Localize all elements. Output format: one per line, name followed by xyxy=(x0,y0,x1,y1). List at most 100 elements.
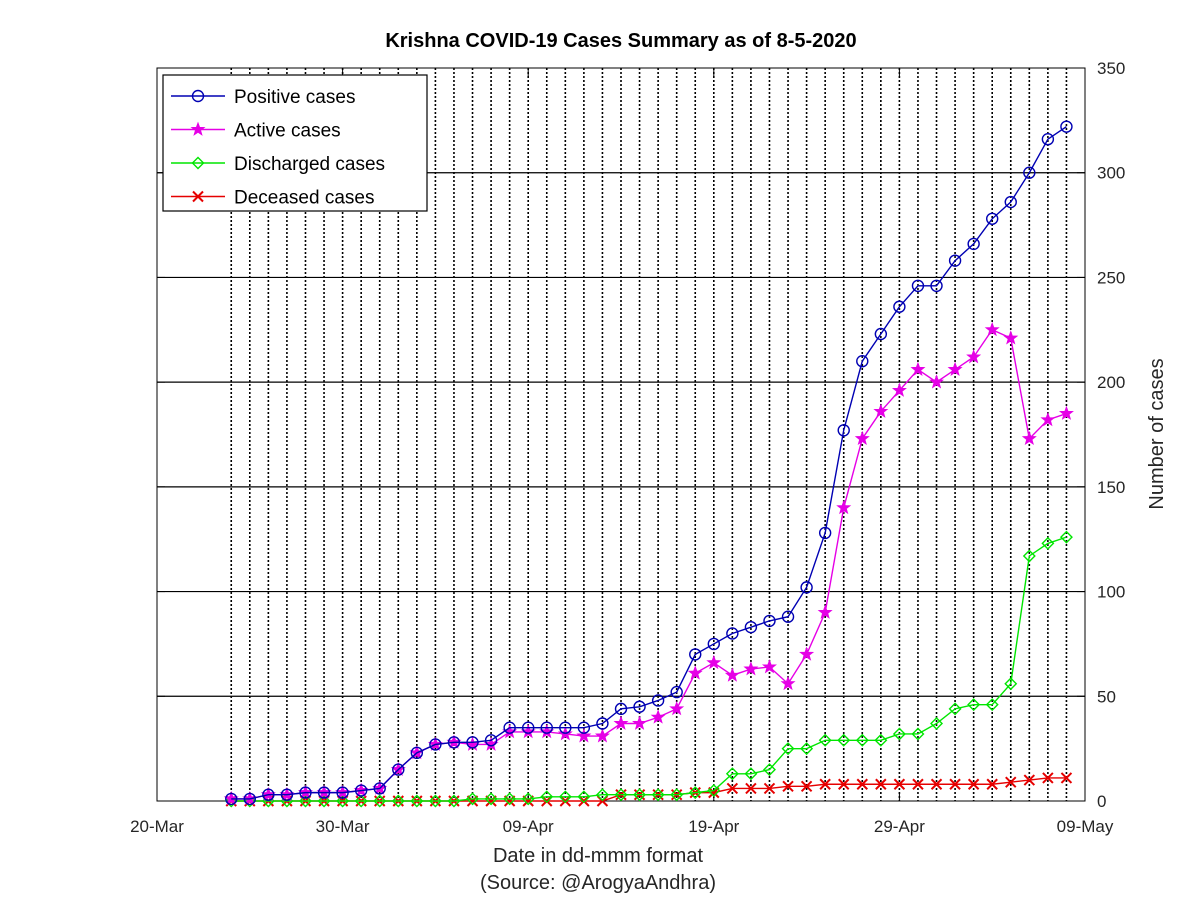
series-line xyxy=(231,536,1067,802)
x-tick-label: 29-Apr xyxy=(874,817,925,836)
star-marker xyxy=(669,700,685,716)
diamond-marker xyxy=(391,794,405,808)
diamond-marker xyxy=(855,733,869,747)
circle-marker xyxy=(633,700,646,713)
cross-marker xyxy=(1023,774,1036,786)
diamond-marker xyxy=(930,717,944,731)
y-tick-label: 250 xyxy=(1097,268,1125,287)
star-marker xyxy=(724,667,740,682)
cross-marker xyxy=(819,778,831,790)
cross-marker xyxy=(726,782,739,795)
diamond-marker xyxy=(985,698,999,712)
star-marker xyxy=(817,604,833,619)
star-marker xyxy=(594,728,610,743)
star-marker xyxy=(873,403,889,418)
circle-marker xyxy=(967,237,980,251)
circle-marker xyxy=(262,788,275,801)
diamond-marker xyxy=(428,794,442,808)
series-group xyxy=(223,120,1074,808)
circle-marker xyxy=(856,355,869,368)
diamond-marker xyxy=(1059,530,1073,544)
star-marker xyxy=(576,728,592,743)
cross-marker xyxy=(578,795,590,807)
circle-marker xyxy=(410,746,424,760)
legend-label: Discharged cases xyxy=(234,154,385,175)
circle-marker xyxy=(447,736,461,749)
x-tick-label: 19-Apr xyxy=(688,817,739,836)
star-marker xyxy=(799,646,815,661)
star-marker xyxy=(1040,411,1056,427)
circle-marker xyxy=(559,721,572,734)
circle-marker xyxy=(429,738,442,751)
diamond-marker xyxy=(484,792,498,806)
star-marker xyxy=(966,349,982,364)
diamond-marker xyxy=(191,156,205,170)
y-tick-label: 350 xyxy=(1097,59,1125,78)
star-marker xyxy=(687,665,703,680)
diamond-marker xyxy=(800,742,814,756)
circle-marker xyxy=(986,212,999,225)
cross-marker xyxy=(1060,772,1073,784)
diamond-marker xyxy=(633,788,647,802)
diamond-marker xyxy=(558,790,572,804)
diamond-marker xyxy=(317,794,331,808)
series-line xyxy=(231,126,1067,800)
circle-marker xyxy=(1023,166,1036,179)
legend: Positive cases Active cases Discharged cas… xyxy=(162,74,428,212)
circle-marker xyxy=(225,792,238,806)
diamond-marker xyxy=(1004,677,1018,691)
star-marker xyxy=(706,654,722,670)
circle-marker xyxy=(911,279,925,293)
cross-marker xyxy=(893,778,906,790)
circle-marker xyxy=(930,279,943,293)
series-discharged-cases xyxy=(224,530,1073,808)
circle-marker xyxy=(670,685,683,699)
x-tick-label: 20-Mar xyxy=(130,817,184,836)
legend-item: Deceased cases xyxy=(171,188,374,209)
circle-marker xyxy=(781,610,795,623)
diamond-marker xyxy=(503,792,517,806)
circle-marker xyxy=(466,736,479,749)
star-marker xyxy=(613,715,629,730)
diamond-marker xyxy=(837,733,851,747)
y-tick-label: 200 xyxy=(1097,373,1125,392)
circle-marker xyxy=(614,702,628,716)
circle-marker xyxy=(800,581,813,594)
circle-marker xyxy=(948,254,962,267)
diamond-marker xyxy=(874,733,888,747)
diamond-marker xyxy=(707,784,721,798)
star-marker xyxy=(1058,405,1074,420)
circle-marker xyxy=(1060,120,1073,133)
star-marker xyxy=(947,361,963,376)
circle-marker xyxy=(317,786,331,799)
star-marker xyxy=(780,675,796,691)
circle-marker xyxy=(522,721,535,734)
cross-marker xyxy=(967,778,980,790)
circle-marker xyxy=(744,620,758,634)
cross-marker xyxy=(986,778,998,790)
circle-marker xyxy=(191,89,205,103)
diamond-marker xyxy=(298,794,312,808)
circle-marker xyxy=(837,424,850,437)
y-tick-label: 0 xyxy=(1097,792,1106,811)
diamond-marker xyxy=(466,792,480,806)
star-marker xyxy=(854,430,870,446)
star-marker xyxy=(650,709,666,724)
circle-marker xyxy=(354,784,368,797)
diamond-marker xyxy=(595,788,609,802)
cross-marker xyxy=(838,778,850,790)
chart-title: Krishna COVID-19 Cases Summary as of 8-5… xyxy=(385,30,856,52)
diamond-marker xyxy=(948,702,962,716)
y-tick-label: 50 xyxy=(1097,687,1116,706)
diamond-marker xyxy=(967,698,981,712)
diamond-marker xyxy=(410,794,424,808)
diamond-marker xyxy=(762,763,776,777)
circle-marker xyxy=(280,788,294,801)
diamond-marker xyxy=(670,788,684,802)
legend-box xyxy=(162,74,428,212)
cross-marker xyxy=(930,778,943,790)
y-tick-label: 300 xyxy=(1097,164,1125,183)
star-marker xyxy=(761,659,777,674)
circle-marker xyxy=(484,734,498,747)
